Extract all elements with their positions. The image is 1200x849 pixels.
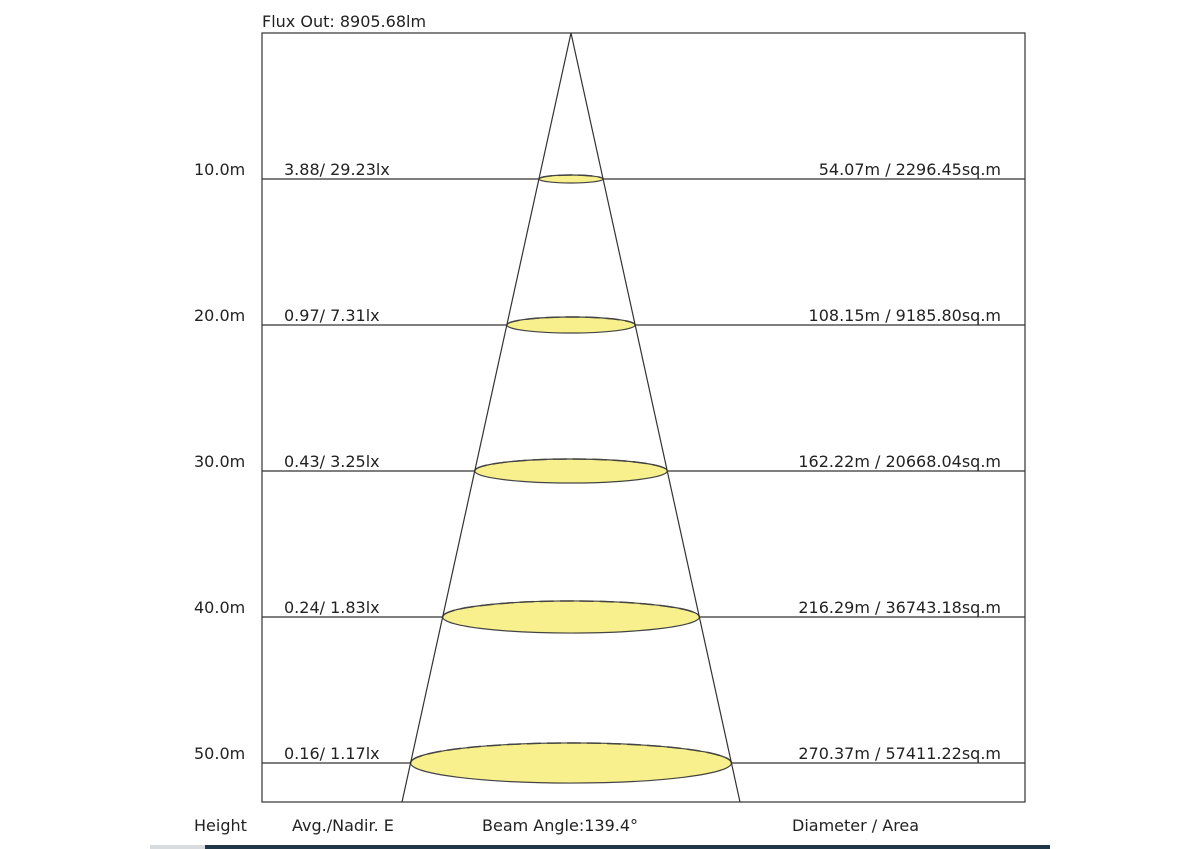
- bottom-bar-dark: [205, 845, 1050, 849]
- row-height-label: 30.0m: [194, 452, 245, 471]
- flux-out-label: Flux Out: 8905.68lm: [262, 12, 426, 31]
- row-diameter-area-label: 270.37m / 57411.22sq.m: [798, 744, 1001, 763]
- row-diameter-area-label: 162.22m / 20668.04sq.m: [798, 452, 1001, 471]
- row-illuminance-label: 0.43/ 3.25lx: [284, 452, 380, 471]
- beam-angle-label: Beam Angle:139.4°: [482, 816, 638, 835]
- footer-diameter-area-label: Diameter / Area: [792, 816, 919, 835]
- light-spot-back-edge: [441, 600, 701, 618]
- row-height-label: 10.0m: [194, 160, 245, 179]
- bottom-bar-light: [150, 845, 205, 849]
- row-illuminance-label: 3.88/ 29.23lx: [284, 160, 390, 179]
- row-height-label: 50.0m: [194, 744, 245, 763]
- row-height-label: 20.0m: [194, 306, 245, 325]
- row-illuminance-label: 0.97/ 7.31lx: [284, 306, 380, 325]
- row-diameter-area-label: 54.07m / 2296.45sq.m: [819, 160, 1001, 179]
- row-diameter-area-label: 216.29m / 36743.18sq.m: [798, 598, 1001, 617]
- footer-height-label: Height: [194, 816, 247, 835]
- cone-left-edge: [401, 32, 572, 803]
- light-spot-back-edge: [538, 174, 604, 180]
- diagram-frame: [261, 32, 1026, 803]
- light-spot-back-edge: [506, 316, 636, 326]
- light-spot-back-edge: [473, 458, 669, 472]
- row-illuminance-label: 0.16/ 1.17lx: [284, 744, 380, 763]
- cone-right-edge: [570, 32, 741, 803]
- row-diameter-area-label: 108.15m / 9185.80sq.m: [809, 306, 1001, 325]
- footer-avg-nadir-label: Avg./Nadir. E: [292, 816, 394, 835]
- row-height-label: 40.0m: [194, 598, 245, 617]
- light-spot-back-edge: [409, 742, 733, 764]
- row-illuminance-label: 0.24/ 1.83lx: [284, 598, 380, 617]
